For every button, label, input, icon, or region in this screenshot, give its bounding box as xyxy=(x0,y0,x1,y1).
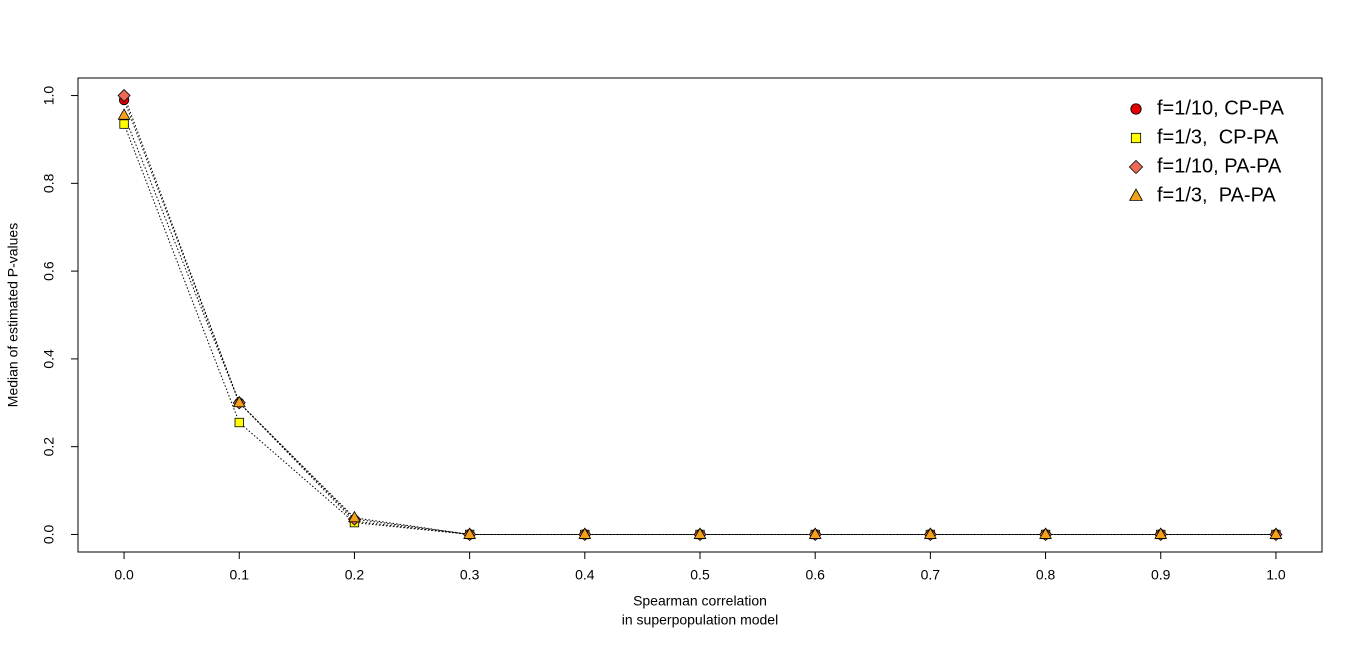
y-tick-label: 0.2 xyxy=(41,437,57,457)
legend-marker xyxy=(1128,159,1144,175)
point xyxy=(348,510,361,523)
x-tick-label: 1.0 xyxy=(1266,567,1286,583)
x-tick-label: 0.0 xyxy=(114,567,134,583)
x-tick-label: 0.5 xyxy=(690,567,710,583)
point xyxy=(808,527,822,539)
point xyxy=(1269,527,1283,539)
y-tick-label: 0.0 xyxy=(41,525,57,545)
point xyxy=(119,119,129,129)
plot-box xyxy=(77,77,1323,553)
point xyxy=(117,108,131,120)
point xyxy=(1154,527,1168,539)
x-tick-label: 0.2 xyxy=(345,567,365,583)
y-tick-label: 0.4 xyxy=(41,349,57,369)
series-line xyxy=(123,95,1276,535)
x-axis-label: in superpopulation model xyxy=(622,612,778,628)
point xyxy=(117,88,131,103)
series-line xyxy=(123,123,1276,535)
y-tick-label: 0.6 xyxy=(41,261,57,281)
legend-marker xyxy=(1130,103,1142,115)
x-axis-label: Spearman correlation xyxy=(633,593,767,609)
y-tick-label: 1.0 xyxy=(41,86,57,106)
legend-marker xyxy=(1130,132,1142,144)
x-tick-label: 0.3 xyxy=(460,567,480,583)
y-tick-label: 0.8 xyxy=(41,173,57,193)
point xyxy=(693,527,707,539)
x-tick-label: 0.4 xyxy=(575,567,595,583)
point xyxy=(1039,527,1052,539)
legend-label: f=1/10, PA-PA xyxy=(1157,155,1282,177)
x-tick-label: 0.7 xyxy=(921,567,941,583)
legend-marker xyxy=(1128,188,1144,201)
series-line xyxy=(123,99,1276,535)
point xyxy=(578,527,592,539)
point xyxy=(463,527,477,539)
x-tick-label: 0.8 xyxy=(1036,567,1056,583)
legend-label: f=1/3, PA-PA xyxy=(1157,184,1276,206)
y-axis-label: Median of estimated P-values xyxy=(5,223,21,407)
legend-label: f=1/10, CP-PA xyxy=(1157,97,1285,119)
point xyxy=(923,527,937,539)
series-line xyxy=(123,115,1276,535)
point xyxy=(232,395,246,408)
x-tick-label: 0.1 xyxy=(230,567,250,583)
point xyxy=(234,417,244,428)
legend-label: f=1/3, CP-PA xyxy=(1157,126,1279,148)
x-tick-label: 0.9 xyxy=(1151,567,1171,583)
x-tick-label: 0.6 xyxy=(805,567,825,583)
